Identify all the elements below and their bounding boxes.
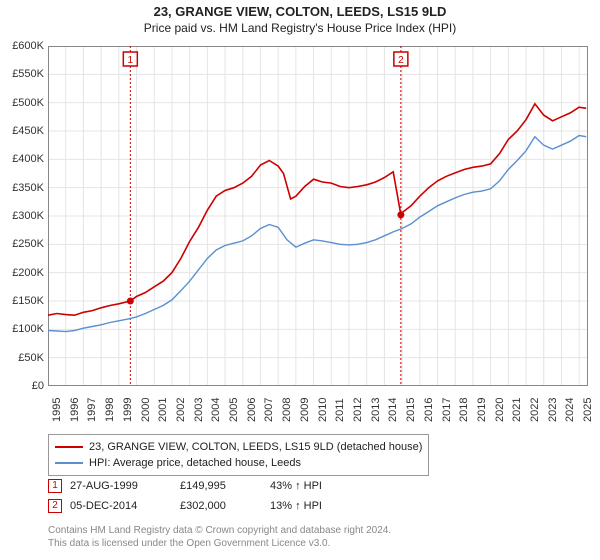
x-tick-label: 2003 [193,398,205,422]
y-tick-label: £350K [0,182,44,194]
x-tick-label: 2002 [175,398,187,422]
sales-row: 1 27-AUG-1999£149,99543% ↑ HPI [48,476,380,496]
chart-container: 23, GRANGE VIEW, COLTON, LEEDS, LS15 9LD… [0,0,600,560]
x-tick-label: 2024 [564,398,576,422]
svg-text:1: 1 [128,55,134,66]
x-tick-label: 2006 [246,398,258,422]
sale-price: £302,000 [180,500,270,512]
chart-title: 23, GRANGE VIEW, COLTON, LEEDS, LS15 9LD [0,0,600,19]
legend-label-property: 23, GRANGE VIEW, COLTON, LEEDS, LS15 9LD… [89,441,422,453]
legend-swatch-property [55,446,83,448]
y-tick-label: £300K [0,210,44,222]
sales-row: 2 05-DEC-2014£302,00013% ↑ HPI [48,496,380,516]
sale-price: £149,995 [180,480,270,492]
sale-date: 27-AUG-1999 [70,480,180,492]
x-tick-label: 2007 [263,398,275,422]
x-tick-label: 1995 [51,398,63,422]
y-tick-label: £450K [0,125,44,137]
x-tick-label: 1997 [86,398,98,422]
x-tick-label: 1996 [69,398,81,422]
footnote: Contains HM Land Registry data © Crown c… [48,524,391,550]
x-tick-label: 2013 [370,398,382,422]
chart-subtitle: Price paid vs. HM Land Registry's House … [0,19,600,39]
x-tick-label: 2008 [281,398,293,422]
y-tick-label: £550K [0,68,44,80]
x-tick-label: 2018 [458,398,470,422]
x-tick-label: 2023 [547,398,559,422]
chart-plot: 12 [48,46,588,386]
y-tick-label: £600K [0,40,44,52]
chart-legend: 23, GRANGE VIEW, COLTON, LEEDS, LS15 9LD… [48,434,429,476]
x-tick-label: 2014 [387,398,399,422]
y-tick-label: £50K [0,352,44,364]
x-tick-label: 2010 [317,398,329,422]
y-tick-label: £250K [0,238,44,250]
sale-delta: 13% ↑ HPI [270,500,380,512]
sale-marker-badge: 1 [48,479,62,493]
sale-marker-badge: 2 [48,499,62,513]
x-tick-label: 2012 [352,398,364,422]
x-tick-label: 1999 [122,398,134,422]
x-tick-label: 2021 [511,398,523,422]
legend-swatch-hpi [55,462,83,464]
x-tick-label: 2009 [299,398,311,422]
legend-label-hpi: HPI: Average price, detached house, Leed… [89,457,301,469]
x-tick-label: 2020 [494,398,506,422]
x-tick-label: 2000 [140,398,152,422]
x-tick-label: 2011 [334,398,346,422]
x-tick-label: 2025 [582,398,594,422]
x-tick-label: 1998 [104,398,116,422]
sales-table: 1 27-AUG-1999£149,99543% ↑ HPI 2 05-DEC-201… [48,476,380,516]
x-tick-label: 2004 [210,398,222,422]
svg-text:2: 2 [398,55,404,66]
x-tick-label: 2019 [476,398,488,422]
y-tick-label: £200K [0,267,44,279]
x-tick-label: 2001 [157,398,169,422]
footnote-line-1: Contains HM Land Registry data © Crown c… [48,524,391,537]
y-tick-label: £400K [0,153,44,165]
x-tick-label: 2015 [405,398,417,422]
x-tick-label: 2016 [423,398,435,422]
footnote-line-2: This data is licensed under the Open Gov… [48,537,391,550]
x-tick-label: 2017 [441,398,453,422]
y-tick-label: £0 [0,380,44,392]
x-tick-label: 2022 [529,398,541,422]
y-tick-label: £100K [0,323,44,335]
y-tick-label: £150K [0,295,44,307]
legend-row-hpi: HPI: Average price, detached house, Leed… [55,455,422,471]
legend-row-property: 23, GRANGE VIEW, COLTON, LEEDS, LS15 9LD… [55,439,422,455]
y-tick-label: £500K [0,97,44,109]
x-tick-label: 2005 [228,398,240,422]
sale-date: 05-DEC-2014 [70,500,180,512]
sale-delta: 43% ↑ HPI [270,480,380,492]
